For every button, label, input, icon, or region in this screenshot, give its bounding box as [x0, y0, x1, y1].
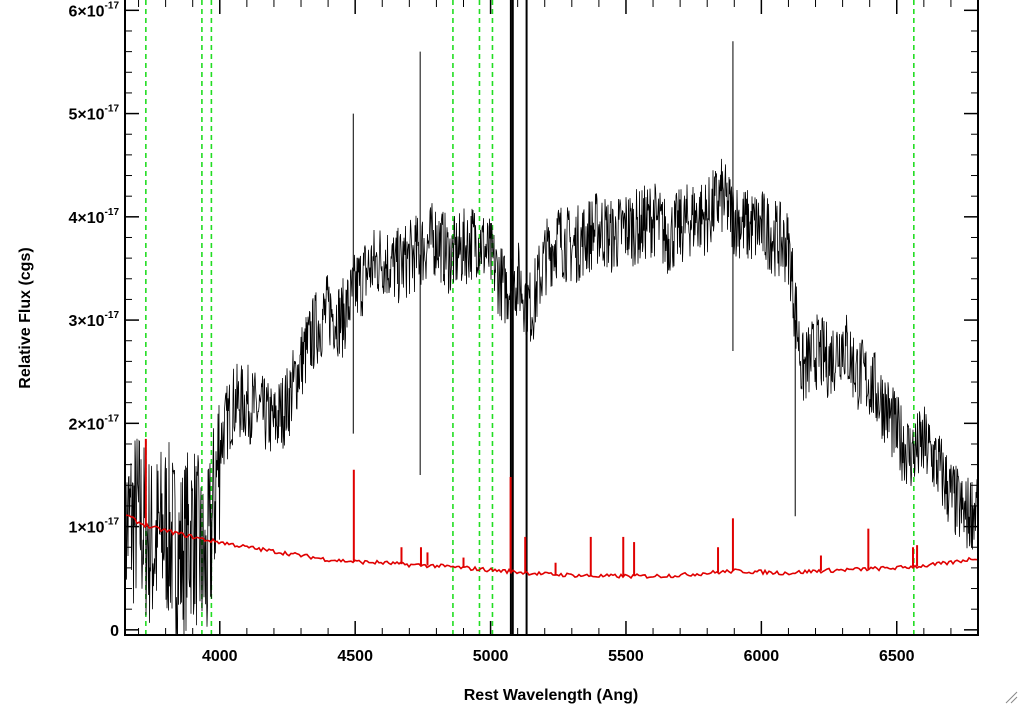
model-spectrum — [125, 438, 978, 580]
y-tick-label: 4×10-17 — [69, 207, 120, 227]
reference-lines — [145, 0, 915, 635]
resize-grip-icon[interactable] — [1004, 690, 1018, 704]
y-tick-label: 5×10-17 — [69, 104, 120, 124]
x-tick-label: 5000 — [473, 648, 509, 665]
x-tick-label: 5500 — [608, 648, 644, 665]
x-tick-label: 6000 — [744, 648, 780, 665]
plot-frame — [124, 0, 979, 636]
y-tick-label: 2×10-17 — [69, 413, 120, 433]
observed-spectrum-line — [125, 158, 978, 635]
model-spectrum-line — [125, 514, 978, 580]
y-axis-title: Relative Flux (cgs) — [17, 247, 34, 388]
y-tick-label: 3×10-17 — [69, 310, 120, 330]
axes — [124, 0, 979, 636]
x-axis-title: Rest Wavelength (Ang) — [464, 687, 639, 704]
x-tick-label: 4000 — [202, 648, 238, 665]
ticks: 4000 4500 5000 5500 6000 6500 0 1×10-17 2×10-17 3… — [69, 0, 979, 665]
y-tick-label: 6×10-17 — [69, 0, 120, 20]
x-tick-label: 6500 — [879, 648, 915, 665]
x-tick-label: 4500 — [337, 648, 373, 665]
observed-spectrum — [125, 0, 978, 635]
y-tick-label: 0 — [110, 623, 119, 640]
y-tick-label: 1×10-17 — [69, 517, 120, 537]
